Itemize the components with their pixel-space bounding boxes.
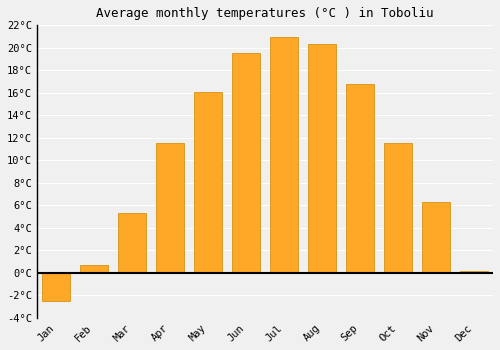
Bar (194, 92, 222, 273)
Bar (118, 213, 146, 273)
Bar (422, 202, 450, 273)
Bar (308, 44, 336, 273)
Bar (346, 84, 374, 273)
Title: Average monthly temperatures (°C ) in Toboliu: Average monthly temperatures (°C ) in To… (96, 7, 434, 20)
Bar (232, 54, 260, 273)
Bar (384, 144, 412, 273)
Bar (156, 144, 184, 273)
Bar (80, 265, 108, 273)
Bar (42, 273, 70, 301)
Bar (270, 36, 298, 273)
Bar (460, 271, 488, 273)
